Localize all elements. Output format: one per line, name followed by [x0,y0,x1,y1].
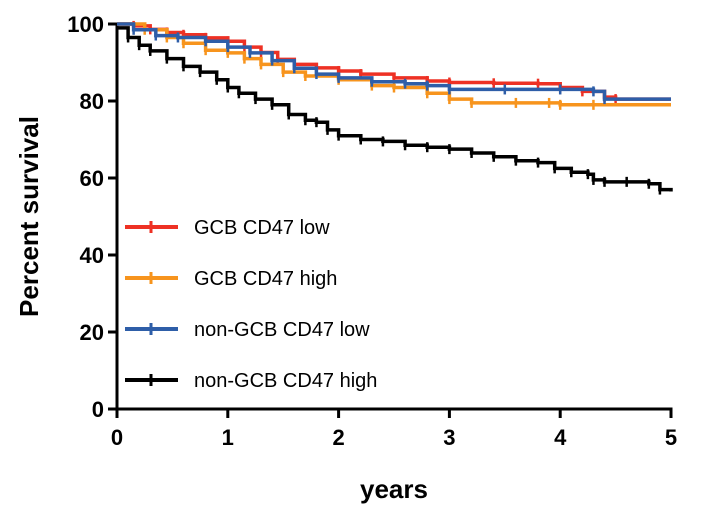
x-tick-label: 1 [222,425,234,450]
legend-label: GCB CD47 high [194,268,337,290]
x-tick-label: 0 [111,425,123,450]
y-tick-label: 0 [92,397,104,422]
series-3 [117,26,673,195]
y-tick-label: 60 [80,166,104,191]
legend-label: non-GCB CD47 low [194,319,370,341]
x-tick-label: 4 [554,425,567,450]
y-tick-label: 100 [67,12,104,37]
x-tick-label: 5 [665,425,677,450]
legend-item: non-GCB CD47 high [125,370,377,392]
axes: 0 20 40 60 80 100 0 1 2 3 4 5 [67,12,677,450]
y-tick-label: 40 [80,243,104,268]
y-axis-title: Percent survival [14,116,44,317]
legend-item: GCB CD47 low [125,217,330,239]
y-tick-label: 80 [80,89,104,114]
legend-label: GCB CD47 low [194,217,330,239]
series-layer [117,20,673,195]
series-2 [117,22,671,105]
survival-curve [117,26,673,192]
x-tick-label: 2 [332,425,344,450]
x-axis-title: years [360,474,428,504]
legend: GCB CD47 low GCB CD47 high non-GCB CD47 lo… [125,217,377,392]
legend-item: non-GCB CD47 low [125,319,370,341]
y-tick-label: 20 [80,320,104,345]
x-tick-label: 3 [443,425,455,450]
legend-item: GCB CD47 high [125,268,337,290]
legend-label: non-GCB CD47 high [194,370,377,392]
